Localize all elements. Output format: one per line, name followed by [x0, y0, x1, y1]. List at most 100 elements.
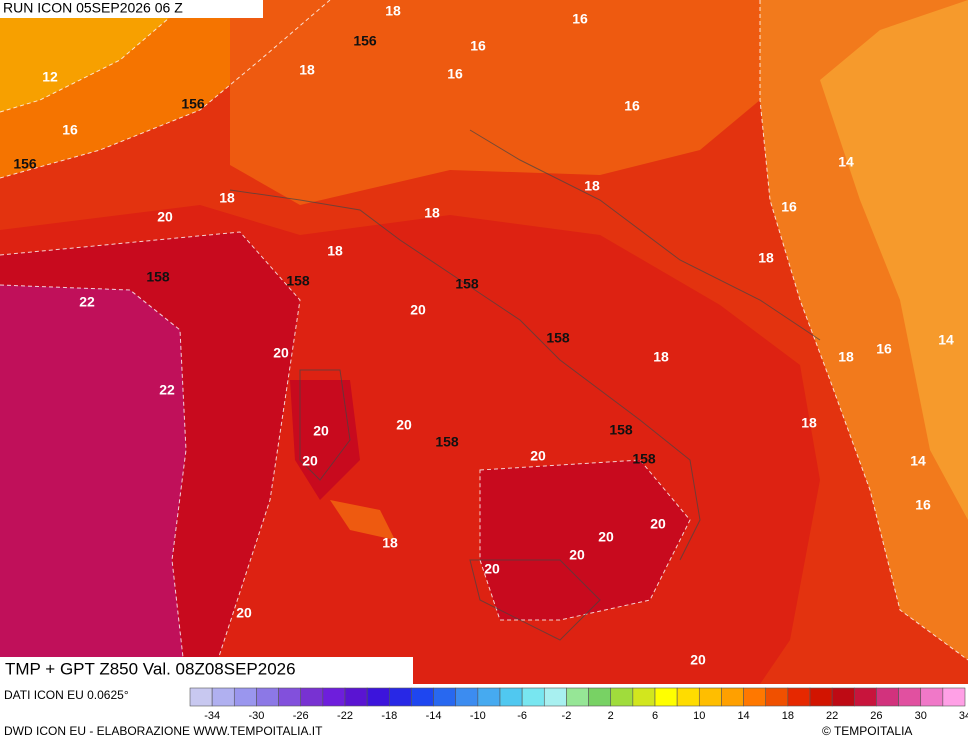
- legend-cell: [676, 687, 700, 707]
- legend-cell: [366, 687, 390, 707]
- contour-label: 16: [781, 199, 797, 215]
- legend-cell: [654, 687, 678, 707]
- legend-cell: [543, 687, 567, 707]
- contour-label: 18: [382, 535, 398, 551]
- legend-cell: [920, 687, 944, 707]
- legend-tick-label: -30: [248, 710, 264, 722]
- contour-labels: 18 16 156 16 12 18 16 156 16 16 156 14 18 18 16 18 20 18 1…: [13, 3, 954, 668]
- contour-label: 20: [302, 453, 318, 469]
- legend-cell: [388, 687, 412, 707]
- contour-label: 158: [546, 330, 570, 346]
- legend-cell: [411, 687, 434, 707]
- legend-tick-label: -26: [293, 710, 309, 722]
- contour-label: 16: [915, 497, 931, 513]
- contour-label: 16: [447, 66, 463, 82]
- contour-label: 20: [569, 547, 585, 563]
- legend-cell: [189, 687, 213, 707]
- legend-tick-label: -34: [204, 710, 220, 722]
- contour-label: 158: [286, 273, 310, 289]
- header-box: [0, 0, 263, 18]
- contour-label: 14: [838, 154, 854, 170]
- credit: DWD ICON EU - ELABORAZIONE WWW.TEMPOITAL…: [4, 724, 323, 738]
- contour-label: 156: [353, 33, 377, 49]
- legend-cell: [743, 687, 767, 707]
- contour-label: 16: [876, 341, 892, 357]
- contour-label: 14: [938, 332, 954, 348]
- contour-label: 12: [42, 69, 58, 85]
- contour-label: 158: [146, 269, 170, 285]
- contour-label: 16: [624, 98, 640, 114]
- legend-cell: [831, 687, 855, 707]
- contour-label: 20: [313, 423, 329, 439]
- contour-label: 156: [181, 96, 205, 112]
- contour-label: 20: [396, 417, 412, 433]
- legend-cell: [521, 687, 545, 707]
- contour-label: 20: [484, 561, 500, 577]
- legend-cell: [233, 687, 257, 707]
- contour-label: 20: [236, 605, 252, 621]
- contour-label: 18: [327, 243, 343, 259]
- contour-label: 18: [801, 415, 817, 431]
- map-field: [0, 0, 968, 684]
- legend-cell: [300, 687, 324, 707]
- legend-tick-label: -18: [381, 710, 397, 722]
- contour-label: 18: [758, 250, 774, 266]
- legend-cell: [787, 687, 811, 707]
- title-box: [0, 657, 413, 684]
- contour-lines: [0, 0, 968, 685]
- contour-label: 18: [584, 178, 600, 194]
- contour-label: 18: [653, 349, 669, 365]
- contour-label: 18: [299, 62, 315, 78]
- legend-tick-label: -22: [337, 710, 353, 722]
- legend-cell: [278, 687, 302, 707]
- legend-tick-label: -6: [517, 710, 527, 722]
- legend-tick-label: 18: [782, 710, 794, 722]
- legend-cell: [876, 687, 899, 707]
- legend-cell: [344, 687, 368, 707]
- legend-cell: [433, 687, 457, 707]
- contour-label: 16: [572, 11, 588, 27]
- copyright: © TEMPOITALIA: [822, 724, 912, 738]
- legend-cell: [853, 687, 877, 707]
- contour-label: 158: [632, 451, 656, 467]
- contour-label: 158: [435, 434, 459, 450]
- contour-label: 18: [424, 205, 440, 221]
- contour-label: 158: [455, 276, 479, 292]
- legend-cell: [809, 687, 833, 707]
- legend-cell: [256, 687, 279, 707]
- legend-tick-label: 30: [915, 710, 927, 722]
- legend-tick-label: 22: [826, 710, 838, 722]
- data-source: DATI ICON EU 0.0625°: [4, 688, 129, 702]
- contour-label: 16: [470, 38, 486, 54]
- legend-cell: [898, 687, 922, 707]
- contour-label: 16: [62, 122, 78, 138]
- legend-cell: [632, 687, 656, 707]
- legend-cell: [322, 687, 346, 707]
- contour-label: 20: [410, 302, 426, 318]
- run-info: RUN ICON 05SEP2026 06 Z: [3, 0, 183, 16]
- legend-tick-label: 2: [608, 710, 614, 722]
- contour-label: 18: [838, 349, 854, 365]
- contour-label: 22: [79, 294, 95, 310]
- contour-label: 18: [385, 3, 401, 19]
- legend-tick-label: -2: [562, 710, 572, 722]
- legend-cell: [211, 687, 235, 707]
- legend-cell: [455, 687, 479, 707]
- contour-label: 20: [690, 652, 706, 668]
- contour-label: 22: [159, 382, 175, 398]
- legend-tick-label: -10: [470, 710, 486, 722]
- contour-label: 20: [273, 345, 289, 361]
- legend-cell: [566, 687, 589, 707]
- legend-cell: [765, 687, 789, 707]
- contour-label: 156: [13, 156, 37, 172]
- legend-cell: [721, 687, 744, 707]
- coastlines: [229, 129, 821, 641]
- legend-tick-label: 6: [652, 710, 658, 722]
- contour-label: 18: [219, 190, 235, 206]
- legend-tick-label: 10: [693, 710, 705, 722]
- contour-label: 20: [598, 529, 614, 545]
- contour-label: 20: [157, 209, 173, 225]
- contour-label: 14: [910, 453, 926, 469]
